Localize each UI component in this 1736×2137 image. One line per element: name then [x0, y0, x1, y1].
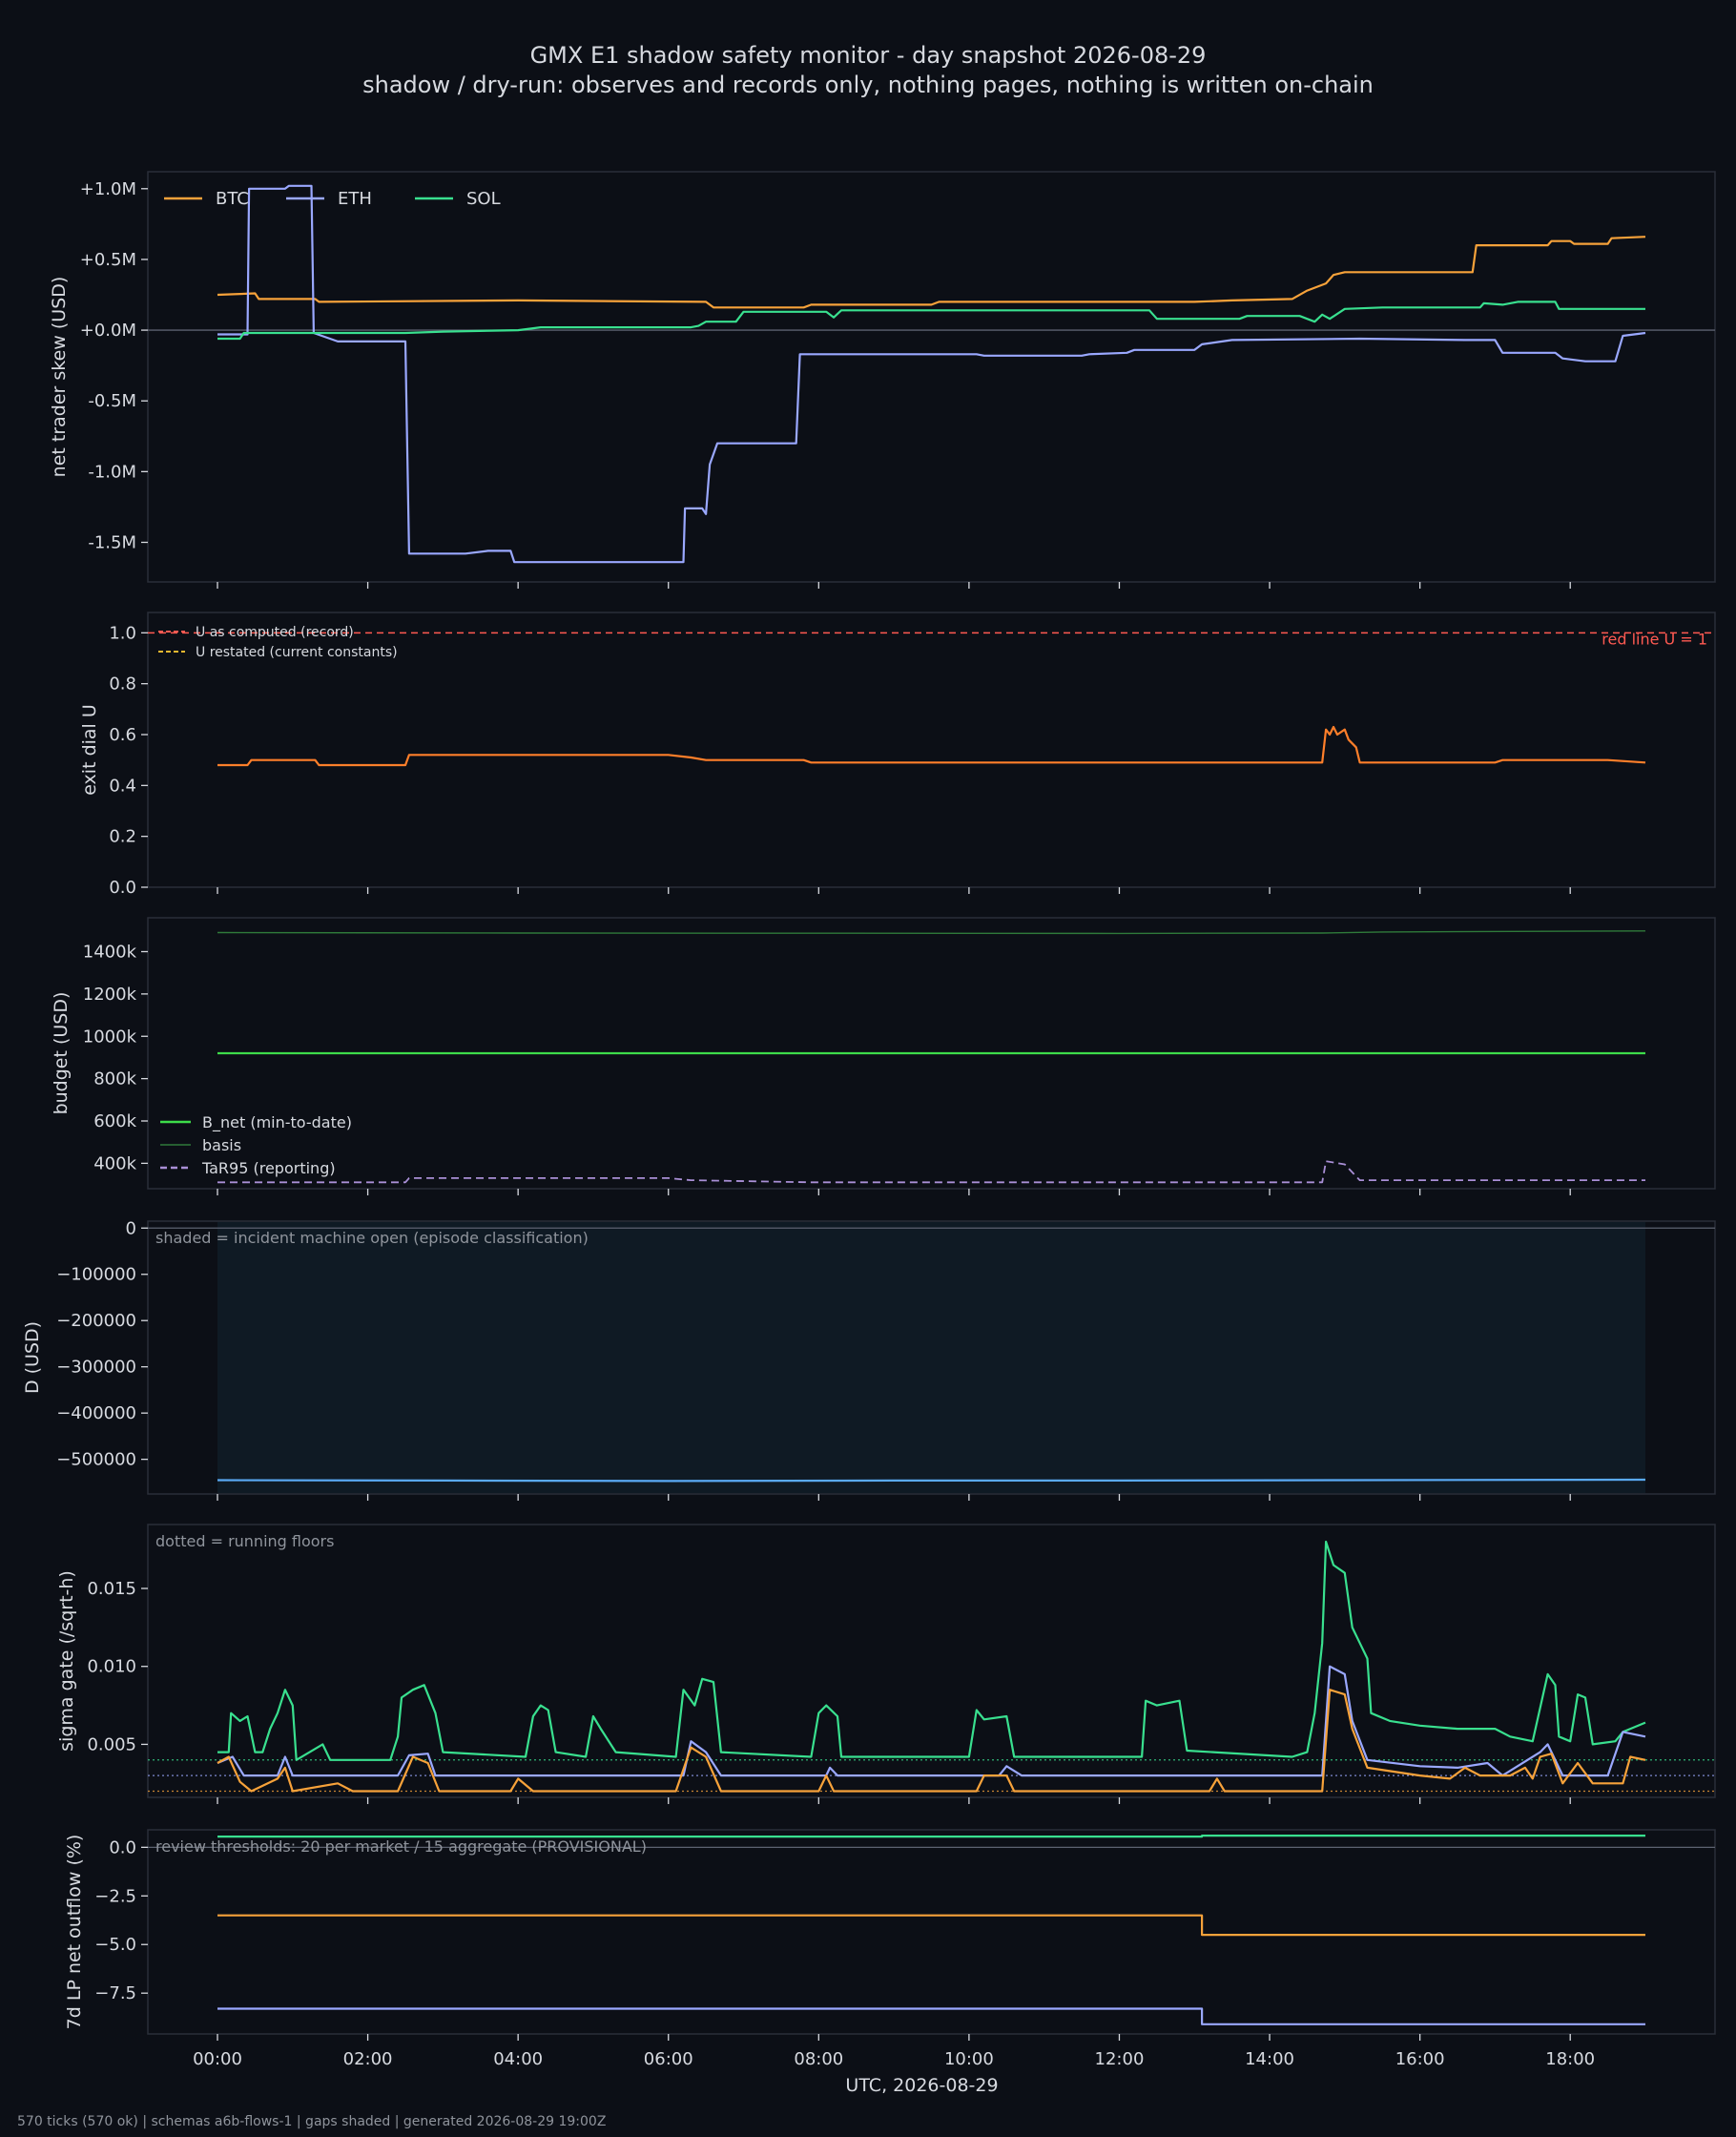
redline-annotation: red line U = 1 [1602, 630, 1707, 648]
series-line-u-as-computed-record [217, 725, 1646, 767]
legend-entry: ETH [338, 189, 372, 209]
y-tick-label: 0.2 [109, 827, 136, 847]
y-tick-label: 0 [126, 1218, 136, 1238]
panel-annotation: review thresholds: 20 per market / 15 ag… [155, 1837, 647, 1856]
chart-subtitle: shadow / dry-run: observes and records o… [362, 72, 1374, 98]
y-tick-label: −7.5 [94, 1983, 136, 2003]
y-tick-label: 0.010 [87, 1657, 136, 1677]
series-line-tar95-reporting [217, 1160, 1645, 1184]
y-tick-label: 600k [93, 1111, 136, 1131]
panel-drawdown: 0 −100000 −200000 −300000 −400000 −500000 D (U… [22, 1218, 1716, 1501]
y-axis-label: net trader skew (USD) [49, 277, 70, 478]
legend-entry: U as computed (record) [196, 625, 354, 640]
y-tick-label: 0.0 [109, 1837, 136, 1857]
panel-frame [147, 1829, 1716, 2035]
panel-annotation: dotted = running floors [155, 1532, 334, 1550]
y-tick-label: −5.0 [94, 1935, 136, 1955]
legend-entry: basis [202, 1136, 241, 1154]
y-tick-label: 0.015 [87, 1579, 136, 1599]
panel-frame [147, 171, 1716, 583]
y-axis-label: sigma gate (/sqrt-h) [56, 1570, 77, 1752]
x-tick-label: 12:00 [1095, 2049, 1145, 2069]
y-tick-label: 400k [93, 1153, 136, 1173]
y-tick-label: 0.005 [87, 1734, 136, 1754]
panel-annotation: shaded = incident machine open (episode … [155, 1229, 589, 1247]
x-tick-label: 02:00 [343, 2049, 393, 2069]
footer-status: 570 ticks (570 ok) | schemas a6b-flows-1… [17, 2114, 606, 2129]
y-axis-label: D (USD) [22, 1321, 43, 1394]
panel-skew: +1.0M +0.5M +0.0M -0.5M -1.0M -1.5M net trader… [49, 171, 1716, 589]
y-tick-label: −200000 [56, 1311, 136, 1331]
panel-budget: 1400k 1200k 1000k 800k 600k 400k budget (USD) B… [51, 917, 1716, 1195]
y-axis-label: 7d LP net outflow (%) [64, 1835, 85, 2030]
chart-panels: +1.0M +0.5M +0.0M -0.5M -1.0M -1.5M net trader… [22, 171, 1716, 2096]
y-tick-label: -1.5M [88, 532, 136, 552]
legend-entry: U restated (current constants) [196, 645, 398, 660]
y-tick-label: −500000 [56, 1450, 136, 1470]
y-tick-label: 0.6 [109, 725, 136, 745]
legend-entry: SOL [466, 189, 501, 209]
x-tick-label: 10:00 [944, 2049, 994, 2069]
y-tick-label: 1200k [83, 985, 137, 1005]
panel-exit_dial: 1.0 0.8 0.6 0.4 0.2 0.0 exit dial U red line U … [79, 612, 1716, 898]
legend-entry: TaR95 (reporting) [201, 1159, 336, 1177]
chart-title: GMX E1 shadow safety monitor - day snaps… [530, 42, 1207, 69]
x-tick-label: 06:00 [644, 2049, 693, 2069]
y-tick-label: 0.8 [109, 674, 136, 695]
y-tick-label: 0.4 [109, 776, 136, 796]
legend-entry: BTC [216, 189, 249, 209]
series-line-basis [217, 930, 1646, 935]
y-tick-label: +0.0M [80, 321, 136, 341]
y-tick-label: −2.5 [94, 1886, 136, 1906]
series-line-btc [217, 1689, 1646, 1793]
series-line-d [217, 1478, 1646, 1483]
series-line-sol [217, 301, 1645, 341]
y-tick-label: 1.0 [109, 623, 136, 643]
legend-entry: B_net (min-to-date) [202, 1113, 352, 1132]
x-tick-label: 14:00 [1245, 2049, 1294, 2069]
panel-lp_outflow: 0.0 −2.5 −5.0 −7.5 7d LP net outflow (%) revi… [64, 1829, 1716, 2096]
series-line-eth [217, 2007, 1645, 2025]
y-tick-label: 800k [93, 1069, 136, 1089]
y-tick-label: −300000 [56, 1358, 136, 1378]
y-tick-label: -0.5M [88, 391, 136, 411]
x-tick-label: 08:00 [794, 2049, 843, 2069]
y-tick-label: -1.0M [88, 462, 136, 482]
panel-frame [147, 1524, 1716, 1798]
panel-sigma: 0.015 0.010 0.005 sigma gate (/sqrt-h) dotte… [56, 1524, 1716, 1804]
x-tick-label: 18:00 [1545, 2049, 1595, 2069]
y-axis-label: exit dial U [79, 704, 100, 796]
series-line-btc [217, 236, 1646, 309]
y-tick-label: 0.0 [109, 878, 136, 898]
y-tick-label: +0.5M [80, 250, 136, 270]
panel-frame [147, 612, 1716, 888]
x-tick-label: 04:00 [493, 2049, 543, 2069]
incident-shade [217, 1222, 1645, 1493]
y-axis-label: budget (USD) [51, 992, 72, 1115]
x-tick-label: 16:00 [1395, 2049, 1445, 2069]
x-axis-label: UTC, 2026-08-29 [845, 2075, 998, 2096]
x-tick-label: 00:00 [193, 2049, 242, 2069]
y-tick-label: +1.0M [80, 179, 136, 199]
y-tick-label: −400000 [56, 1403, 136, 1423]
y-tick-label: 1400k [83, 943, 137, 963]
series-line-sol [217, 1540, 1646, 1761]
series-line-eth [217, 184, 1646, 564]
y-tick-label: 1000k [83, 1027, 137, 1047]
series-line-btc [217, 1914, 1645, 1937]
y-tick-label: −100000 [56, 1265, 136, 1285]
